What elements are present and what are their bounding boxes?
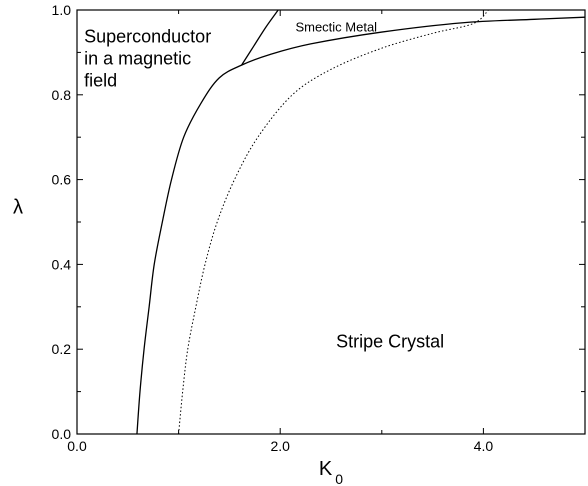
annotation-layer: Superconductor in a magnetic field Smectic …: [84, 20, 444, 352]
y-tick-label: 0.2: [52, 341, 72, 357]
plot-frame: [76, 9, 586, 435]
x-axis-label-main: K: [319, 458, 333, 480]
region-label-line: Stripe Crystal: [336, 332, 444, 352]
series-layer: [136, 10, 585, 434]
y-tick-label: 0.8: [52, 87, 72, 103]
y-tick-label: 1.0: [52, 2, 72, 18]
region-label: Smectic Metal: [295, 20, 377, 35]
region-label-line: in a magnetic: [84, 48, 191, 68]
dotted-boundary-line: [178, 10, 489, 434]
phase-boundary-line-1: [136, 16, 585, 434]
y-tick-label: 0.0: [52, 426, 72, 442]
region-label: Superconductor in a magnetic field: [84, 26, 211, 90]
region-label-line: Smectic Metal: [295, 20, 377, 35]
region-label: Stripe Crystal: [336, 332, 444, 352]
x-axis-label-subscript: 0: [335, 471, 343, 486]
y-tick-label: 0.4: [52, 256, 72, 272]
ticks-layer: 0.0 2.0 4.0 0.0 0.2 0.4 0.6 0.8 1.0: [52, 2, 586, 454]
x-tick-label: 0.0: [67, 438, 87, 454]
x-tick-label: 4.0: [474, 438, 494, 454]
x-tick-label: 2.0: [270, 438, 290, 454]
y-axis-label: λ: [13, 197, 23, 219]
region-label-line: Superconductor: [84, 26, 211, 46]
y-tick-label: 0.6: [52, 172, 72, 188]
region-label-line: field: [84, 70, 117, 90]
phase-boundary-line-2: [241, 10, 279, 66]
